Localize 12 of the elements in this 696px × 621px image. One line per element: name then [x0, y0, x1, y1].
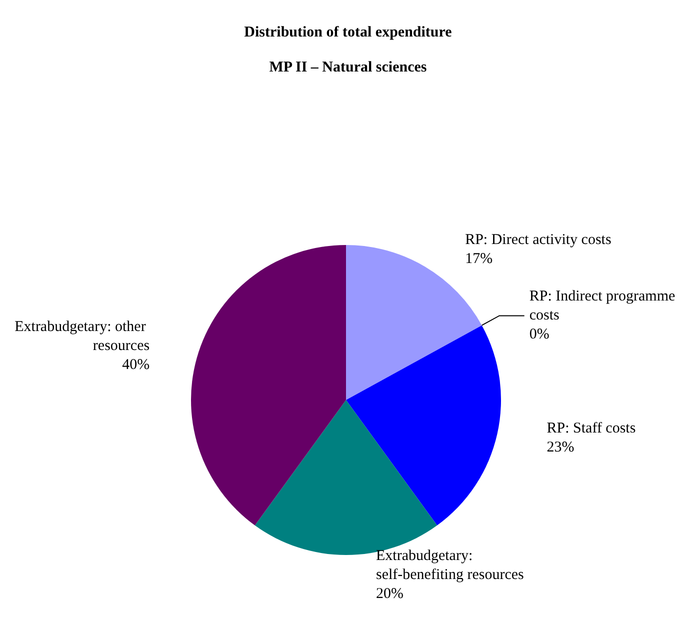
- slice-label: Extrabudgetary: self-benefiting resources: [376, 548, 524, 583]
- data-label: 17%: [465, 250, 493, 267]
- data-label: 40%: [122, 356, 150, 373]
- category-label: RP: Indirect programme costs: [529, 288, 676, 324]
- data-label: 20%: [376, 586, 404, 602]
- chart-title: Distribution of total expenditure: [244, 24, 452, 40]
- data-label: 23%: [546, 440, 574, 456]
- slice-label: Extrabudgetary: other resources: [14, 318, 150, 354]
- slice-label: RP: Staff costs: [546, 420, 636, 437]
- chart-subtitle: MP II – Natural sciences: [269, 60, 427, 76]
- slice-label: RP: Direct activity costs: [465, 232, 612, 248]
- text: 0%: [529, 326, 550, 343]
